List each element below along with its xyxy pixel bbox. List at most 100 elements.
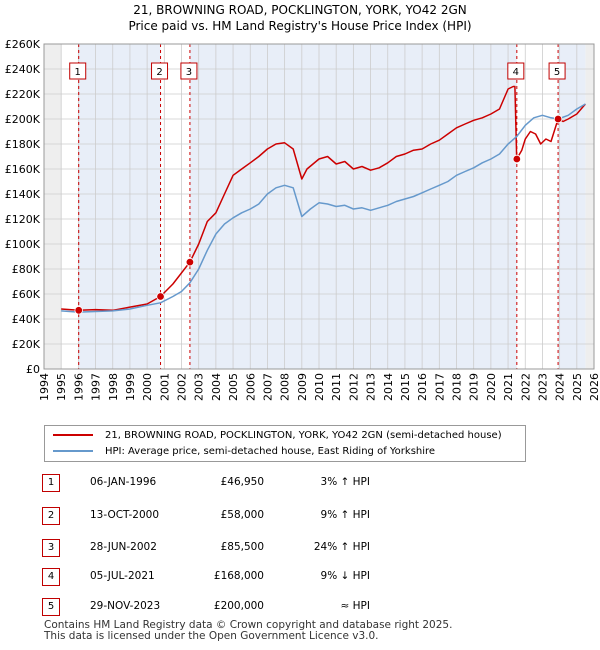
plot-frame <box>43 43 595 370</box>
sale-point <box>74 306 83 315</box>
x-tick-label: 2025 <box>571 373 584 401</box>
sale-hpi-comparison: ≈ HPI <box>340 600 370 612</box>
legend: 21, BROWNING ROAD, POCKLINGTON, YORK, YO… <box>44 425 526 462</box>
x-tick-label: 1999 <box>124 373 137 401</box>
series-line-hpi <box>61 103 586 313</box>
chart-title-line: 21, BROWNING ROAD, POCKLINGTON, YORK, YO… <box>133 3 467 17</box>
sale-date: 13-OCT-2000 <box>90 509 159 521</box>
x-tick-label: 2010 <box>313 373 326 401</box>
sale-number-box <box>180 62 198 80</box>
sale-number-marker: 4 <box>507 62 525 80</box>
legend-swatch-hpi <box>53 450 93 452</box>
sale-period-band <box>558 44 586 369</box>
x-tick-label: 2009 <box>296 373 309 401</box>
sale-points <box>74 114 563 315</box>
y-tick-label: £180K <box>5 138 41 151</box>
x-tick-label: 2008 <box>279 373 292 401</box>
x-tick-label: 2004 <box>210 373 223 401</box>
footer-copyright: Contains HM Land Registry data © Crown c… <box>44 619 453 631</box>
sale-hpi-comparison: 3% ↑ HPI <box>320 476 370 488</box>
y-tick-label: £80K <box>12 263 41 276</box>
sale-price: £200,000 <box>213 600 264 612</box>
chart-subtitle: Price paid vs. HM Land Registry's House … <box>128 19 472 33</box>
sale-price: £168,000 <box>213 570 264 582</box>
x-tick-label: 2000 <box>141 373 154 401</box>
sale-point <box>553 114 563 124</box>
sale-date: 28-JUN-2002 <box>90 541 157 553</box>
y-tick-label: £40K <box>12 313 41 326</box>
sale-number-markers: 1 2 3 4 5 <box>69 62 566 80</box>
gridlines <box>43 43 595 370</box>
x-tick-label: 2024 <box>554 373 567 401</box>
sale-point <box>512 154 522 164</box>
x-tick-label: 2016 <box>416 373 429 401</box>
sale-hpi-comparison: 9% ↑ HPI <box>320 509 370 521</box>
x-tick-label: 1994 <box>38 373 51 401</box>
sale-price: £58,000 <box>220 509 264 521</box>
sale-number-box <box>151 62 169 80</box>
x-tick-label: 2018 <box>451 373 464 401</box>
series-lines <box>61 85 586 313</box>
sale-number-label: 2 <box>156 67 162 78</box>
sale-number-box <box>507 62 525 80</box>
x-tick-label: 2021 <box>502 373 515 401</box>
footer: Contains HM Land Registry data © Crown c… <box>44 620 452 642</box>
sale-number-box <box>69 62 87 80</box>
legend-label-property: 21, BROWNING ROAD, POCKLINGTON, YORK, YO… <box>105 430 502 441</box>
y-tick-label: £260K <box>5 38 41 51</box>
sale-price: £85,500 <box>220 541 264 553</box>
sale-date: 05-JUL-2021 <box>90 570 155 582</box>
legend-item-hpi: HPI: Average price, semi-detached house,… <box>53 445 435 459</box>
y-tick-label: £60K <box>12 288 41 301</box>
x-tick-label: 2001 <box>158 373 171 401</box>
legend-label-hpi: HPI: Average price, semi-detached house,… <box>105 446 436 457</box>
sale-number-badge: 4 <box>42 568 60 586</box>
sale-point <box>185 257 195 267</box>
sale-number-marker: 5 <box>548 62 566 80</box>
sale-row: 1 06-JAN-1996 £46,950 3% ↑ HPI <box>42 472 600 492</box>
sale-marker-lines <box>78 44 559 369</box>
x-tick-label: 2022 <box>519 373 532 401</box>
x-tick-label: 2011 <box>330 373 343 401</box>
series-line-property <box>61 85 586 312</box>
y-tick-label: £20K <box>12 338 41 351</box>
footer-licence: This data is licensed under the Open Gov… <box>44 630 379 642</box>
sale-date: 29-NOV-2023 <box>90 600 161 612</box>
sale-row: 2 13-OCT-2000 £58,000 9% ↑ HPI <box>42 505 600 525</box>
post-data-shade <box>585 44 594 369</box>
sale-number-box <box>548 62 566 80</box>
x-tick-label: 2012 <box>347 373 360 401</box>
sale-number-label: 3 <box>186 67 192 78</box>
y-tick-label: £140K <box>5 188 41 201</box>
sale-number-marker: 3 <box>180 62 198 80</box>
x-tick-label: 1998 <box>107 373 120 401</box>
y-tick-label: £0 <box>26 363 40 376</box>
sale-number-marker: 2 <box>151 62 169 80</box>
x-tick-label: 2002 <box>176 373 189 401</box>
x-tick-label: 1997 <box>90 373 103 401</box>
sale-number-badge: 1 <box>42 474 60 492</box>
sale-number-badge: 3 <box>42 539 60 557</box>
x-tick-label: 2017 <box>433 373 446 401</box>
sale-point <box>156 292 165 301</box>
chart-title: 21, BROWNING ROAD, POCKLINGTON, YORK, YO… <box>0 2 600 34</box>
y-tick-label: £100K <box>5 238 41 251</box>
pre-data-shade <box>44 44 62 369</box>
legend-swatch-property <box>53 434 93 436</box>
x-tick-label: 1995 <box>55 373 68 401</box>
sale-number-label: 5 <box>554 67 560 78</box>
x-tick-label: 2005 <box>227 373 240 401</box>
sale-number-label: 1 <box>75 67 81 78</box>
x-tick-label: 2006 <box>244 373 257 401</box>
sale-number-label: 4 <box>513 67 519 78</box>
sale-number-badge: 2 <box>42 507 60 525</box>
y-tick-label: £160K <box>5 163 41 176</box>
sale-price: £46,950 <box>220 476 264 488</box>
x-tick-label: 2019 <box>468 373 481 401</box>
x-tick-label: 2023 <box>536 373 549 401</box>
sale-date: 06-JAN-1996 <box>90 476 157 488</box>
sale-hpi-comparison: 9% ↓ HPI <box>320 570 370 582</box>
legend-item-property: 21, BROWNING ROAD, POCKLINGTON, YORK, YO… <box>53 429 502 443</box>
x-tick-label: 2007 <box>261 373 274 401</box>
